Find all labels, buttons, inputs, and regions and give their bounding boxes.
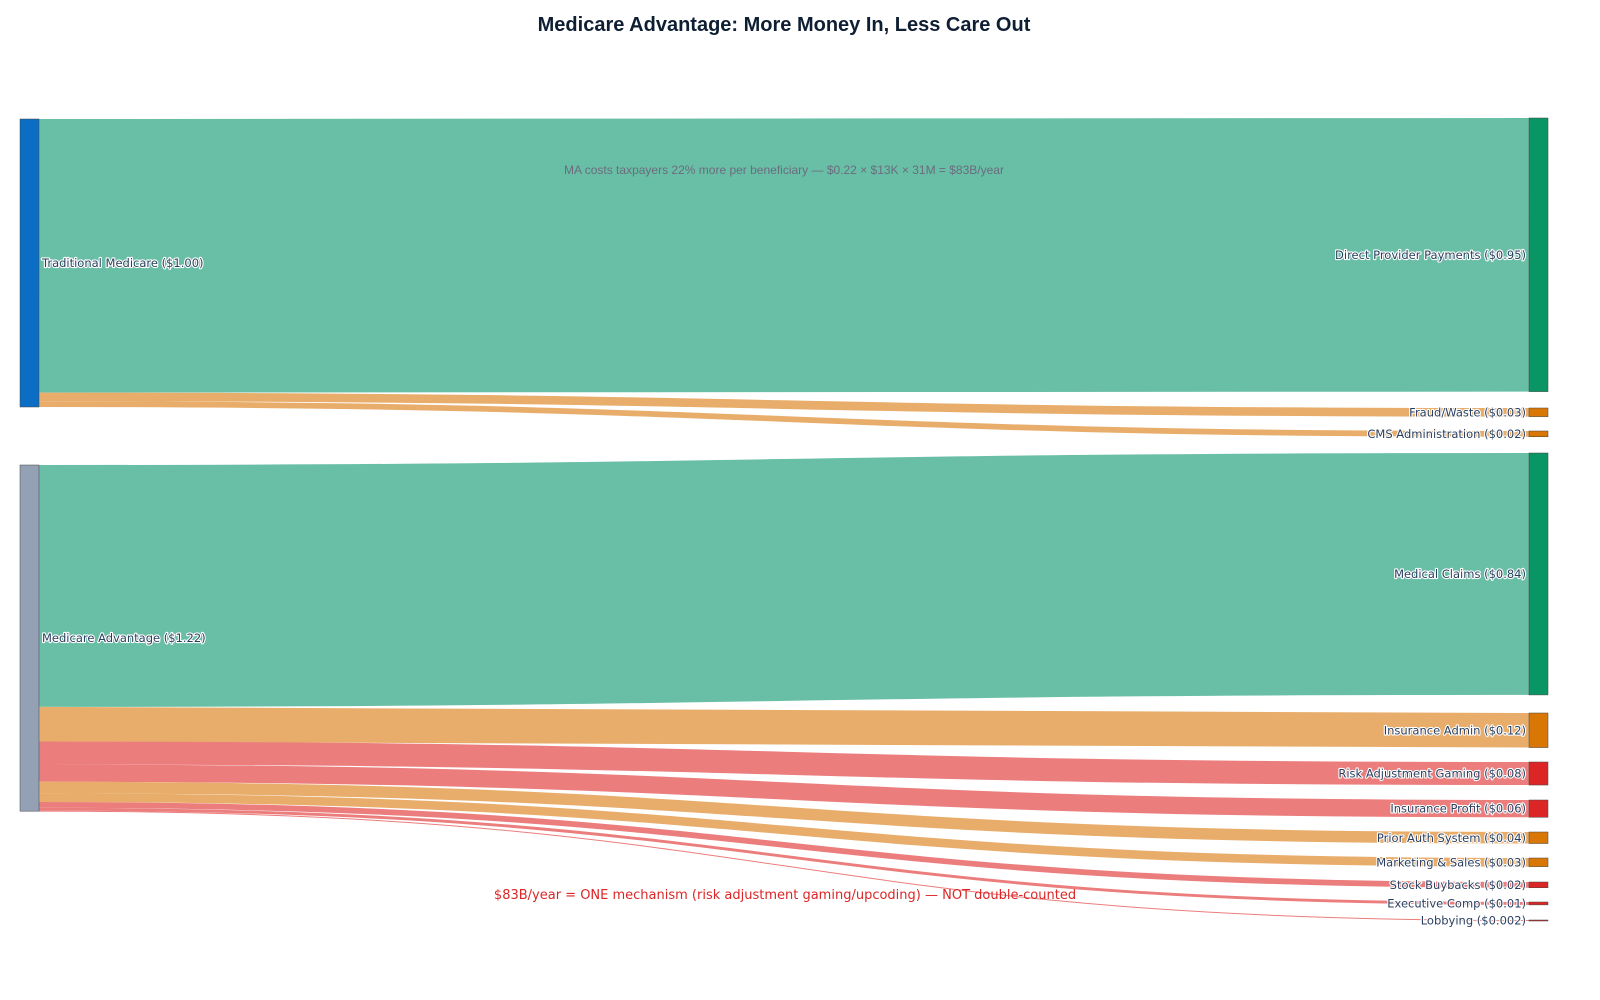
link-ma-to-lobby[interactable] bbox=[38, 810, 1530, 921]
link-ma-to-profit[interactable] bbox=[38, 764, 1530, 818]
node-fraud[interactable] bbox=[1528, 407, 1549, 417]
node-label-cms: CMS Administration ($0.02) bbox=[1367, 427, 1526, 441]
node-ma[interactable] bbox=[19, 464, 40, 812]
node-label-admin: Insurance Admin ($0.12) bbox=[1384, 723, 1526, 737]
node-mkt[interactable] bbox=[1528, 857, 1549, 867]
node-claims[interactable] bbox=[1528, 452, 1549, 696]
node-label-ma: Medicare Advantage ($1.22) bbox=[42, 631, 206, 645]
node-profit[interactable] bbox=[1528, 799, 1549, 818]
node-label-mkt: Marketing & Sales ($0.03) bbox=[1376, 855, 1526, 869]
node-dpp[interactable] bbox=[1528, 117, 1549, 392]
node-label-risk: Risk Adjustment Gaming ($0.08) bbox=[1338, 767, 1526, 781]
node-lobby[interactable] bbox=[1528, 919, 1549, 922]
node-cms[interactable] bbox=[1528, 430, 1549, 438]
node-prior[interactable] bbox=[1528, 831, 1549, 844]
node-exec[interactable] bbox=[1528, 901, 1549, 906]
node-label-claims: Medical Claims ($0.84) bbox=[1394, 567, 1526, 581]
nodes-layer bbox=[19, 117, 1549, 922]
link-ma-to-admin[interactable] bbox=[38, 706, 1530, 748]
chart-title: Medicare Advantage: More Money In, Less … bbox=[537, 14, 1031, 36]
node-label-trad: Traditional Medicare ($1.00) bbox=[41, 256, 204, 270]
node-buy[interactable] bbox=[1528, 881, 1549, 889]
links-layer bbox=[38, 118, 1530, 921]
node-label-lobby: Lobbying ($0.002) bbox=[1421, 914, 1526, 928]
cost-annotation: MA costs taxpayers 22% more per benefici… bbox=[564, 163, 1004, 177]
link-trad-to-fraud[interactable] bbox=[38, 392, 1530, 417]
labels-layer: Traditional Medicare ($1.00) Medicare Adv… bbox=[40, 247, 1527, 929]
node-label-fraud: Fraud/Waste ($0.03) bbox=[1409, 405, 1526, 419]
link-ma-to-buy[interactable] bbox=[38, 801, 1530, 888]
link-ma-to-claims[interactable] bbox=[38, 453, 1530, 707]
link-ma-to-risk[interactable] bbox=[38, 741, 1530, 786]
link-ma-to-prior[interactable] bbox=[38, 781, 1530, 844]
node-label-dpp: Direct Provider Payments ($0.95) bbox=[1335, 248, 1526, 262]
node-label-buy: Stock Buybacks ($0.02) bbox=[1390, 878, 1526, 892]
node-trad[interactable] bbox=[19, 118, 40, 408]
link-trad-to-dpp[interactable] bbox=[38, 118, 1530, 393]
node-admin[interactable] bbox=[1528, 712, 1549, 748]
link-ma-to-mkt[interactable] bbox=[38, 793, 1530, 867]
node-risk[interactable] bbox=[1528, 761, 1549, 786]
node-label-exec: Executive Comp ($0.01) bbox=[1387, 896, 1526, 910]
node-label-profit: Insurance Profit ($0.06) bbox=[1390, 802, 1526, 816]
link-trad-to-cms[interactable] bbox=[38, 401, 1530, 437]
link-ma-to-exec[interactable] bbox=[38, 807, 1530, 905]
node-label-prior: Prior Auth System ($0.04) bbox=[1377, 831, 1526, 845]
mechanism-annotation: $83B/year = ONE mechanism (risk adjustme… bbox=[494, 888, 1076, 903]
